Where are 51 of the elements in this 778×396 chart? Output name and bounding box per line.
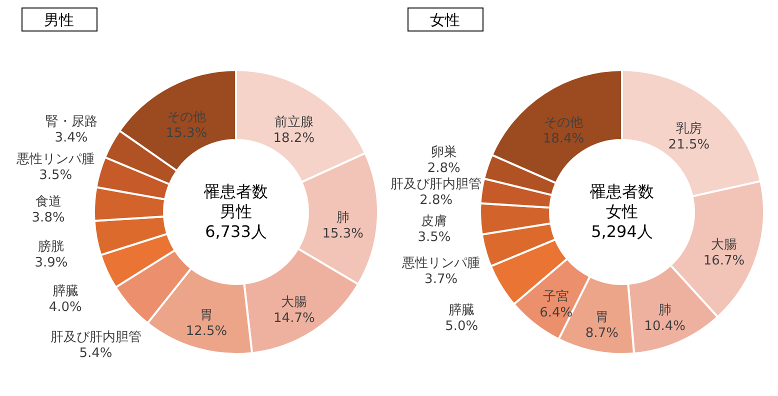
data-label: 18.2% <box>273 131 315 146</box>
slice-label: 皮膚 <box>421 214 448 230</box>
data-label: 5.4% <box>79 346 112 362</box>
slice-label: 大腸 <box>281 294 308 310</box>
data-label: 3.9% <box>34 256 68 271</box>
slice-label: 肺 <box>336 210 350 226</box>
data-label: 3.8% <box>32 210 65 226</box>
data-label: 18.4% <box>542 131 584 146</box>
text: 罹患者数 <box>589 182 654 201</box>
data-label: 8.7% <box>585 326 618 342</box>
slice-label: 腎・尿路 <box>45 114 98 130</box>
slice-label: 卵巣 <box>430 144 457 160</box>
data-label: 3.5% <box>39 168 72 183</box>
slice-label: 前立腺 <box>274 114 314 130</box>
text: 女性 <box>606 202 638 221</box>
slice-label: 膀胱 <box>38 240 64 255</box>
data-label: 12.5% <box>186 324 228 339</box>
text: 罹患者数 <box>203 182 268 201</box>
data-label: 15.3% <box>166 126 208 142</box>
data-label: 21.5% <box>668 138 710 153</box>
slice-label: 肺 <box>658 303 672 318</box>
data-label: 2.8% <box>427 160 460 176</box>
slice-label: 膵臓 <box>52 284 78 299</box>
slice-label: 大腸 <box>711 237 738 252</box>
slice-label: 悪性リンパ腫 <box>401 256 480 272</box>
slice-label: 悪性リンパ腫 <box>16 152 95 167</box>
slice-label: 肝及び肝内胆管 <box>390 177 482 192</box>
slice-label: 子宮 <box>543 288 570 304</box>
slice-label: 肝及び肝内胆管 <box>50 330 142 346</box>
data-label: 4.0% <box>48 300 82 315</box>
data-label: 2.8% <box>420 193 453 208</box>
chart-title: 男性 <box>44 11 74 29</box>
text: 男性 <box>220 202 252 221</box>
data-label: 3.4% <box>54 130 88 146</box>
slice-label: 胃 <box>200 308 213 323</box>
data-label: 14.7% <box>274 310 315 326</box>
data-label: 15.3% <box>322 226 364 242</box>
slice-label: 食道 <box>35 194 62 210</box>
text: 5,294人 <box>591 222 653 241</box>
slice-label: 胃 <box>595 310 608 326</box>
slice-label: その他 <box>544 115 583 130</box>
slice-label: その他 <box>167 110 206 126</box>
data-label: 10.4% <box>644 319 686 334</box>
data-label: 5.0% <box>445 319 478 334</box>
text: 6,733人 <box>205 222 267 241</box>
data-label: 3.5% <box>418 230 451 246</box>
chart-title: 女性 <box>430 11 460 29</box>
slice-label: 乳房 <box>676 120 702 137</box>
data-label: 16.7% <box>703 253 745 268</box>
slice-label: 膵臓 <box>448 303 475 318</box>
data-label: 3.7% <box>424 272 458 288</box>
